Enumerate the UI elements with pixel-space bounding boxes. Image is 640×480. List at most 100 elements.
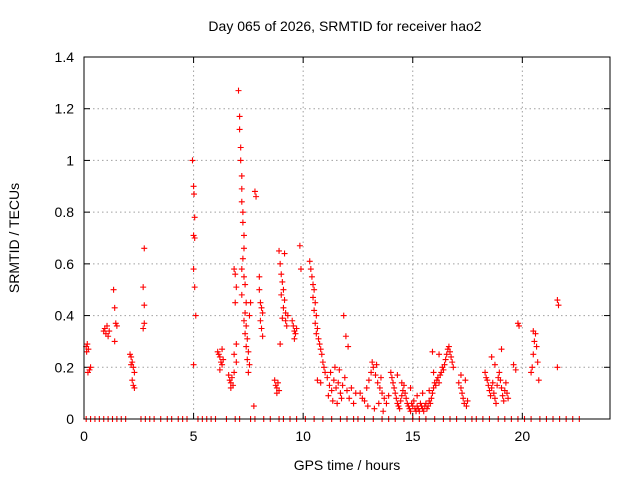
x-axis-label: GPS time / hours xyxy=(294,457,401,473)
data-point xyxy=(436,351,443,358)
data-point xyxy=(398,392,405,399)
data-point xyxy=(368,369,375,376)
data-point xyxy=(340,312,347,319)
data-point xyxy=(281,250,288,257)
data-point xyxy=(237,157,244,164)
data-point xyxy=(529,364,536,371)
data-point xyxy=(297,266,304,273)
data-point xyxy=(281,297,288,304)
data-point xyxy=(346,395,353,402)
data-point xyxy=(329,397,336,404)
data-point xyxy=(387,369,394,376)
data-point xyxy=(219,361,226,368)
data-point xyxy=(436,379,443,386)
data-point xyxy=(279,278,286,285)
data-point xyxy=(363,384,370,391)
data-point xyxy=(370,364,377,371)
data-point xyxy=(338,395,345,402)
data-point xyxy=(322,369,329,376)
data-point xyxy=(485,382,492,389)
data-point xyxy=(514,320,521,327)
data-point xyxy=(448,353,455,360)
data-point xyxy=(364,403,371,410)
data-point xyxy=(432,382,439,389)
data-point xyxy=(191,235,198,241)
data-point xyxy=(192,312,199,319)
data-point xyxy=(279,315,286,322)
data-point xyxy=(314,325,321,332)
data-point xyxy=(231,351,238,358)
data-point xyxy=(487,392,494,399)
data-point xyxy=(554,364,561,371)
data-point xyxy=(429,390,436,397)
data-point xyxy=(141,320,148,327)
data-point xyxy=(283,322,290,329)
data-point xyxy=(388,374,395,381)
data-point xyxy=(459,390,466,397)
data-point xyxy=(341,374,348,381)
data-point xyxy=(312,299,319,306)
grid-lines xyxy=(84,57,610,419)
data-point xyxy=(533,343,540,350)
data-point xyxy=(318,351,325,358)
y-tick-label: 0.6 xyxy=(55,256,75,272)
data-point xyxy=(238,291,245,298)
data-point xyxy=(129,377,136,384)
data-point xyxy=(238,172,245,179)
data-point xyxy=(292,330,299,337)
data-point xyxy=(491,361,498,368)
data-point xyxy=(240,317,247,324)
data-point xyxy=(130,382,137,389)
data-point xyxy=(190,183,197,190)
data-point xyxy=(141,245,148,252)
data-point xyxy=(336,366,343,373)
data-point xyxy=(317,346,324,353)
data-point xyxy=(402,390,409,397)
data-point xyxy=(313,312,320,319)
data-point xyxy=(245,348,252,355)
data-point xyxy=(377,374,384,381)
data-point xyxy=(280,304,287,311)
data-point xyxy=(110,286,117,293)
data-point xyxy=(494,382,501,389)
data-point xyxy=(242,330,249,337)
plot-area-frame xyxy=(83,56,611,420)
data-point xyxy=(227,384,234,391)
data-point xyxy=(396,405,403,412)
data-point xyxy=(256,273,263,280)
data-point xyxy=(528,369,535,376)
data-point xyxy=(344,387,350,394)
data-point xyxy=(376,384,383,391)
data-point xyxy=(246,312,253,319)
data-point xyxy=(449,359,456,366)
data-point xyxy=(278,271,285,278)
data-point xyxy=(534,359,541,366)
data-point xyxy=(239,209,246,216)
x-tick-label: 15 xyxy=(405,428,421,444)
data-point xyxy=(284,312,291,319)
data-point xyxy=(257,317,264,324)
data-point xyxy=(371,405,378,412)
data-point xyxy=(253,193,260,200)
y-axis-label: SRMTID / TECUs xyxy=(6,183,22,293)
data-point xyxy=(307,266,314,273)
data-point xyxy=(296,242,303,249)
data-point xyxy=(191,284,198,291)
data-point xyxy=(530,328,537,335)
y-tick-label: 0.2 xyxy=(55,359,75,375)
data-point xyxy=(333,384,340,391)
data-point xyxy=(242,281,249,288)
data-point xyxy=(140,325,147,332)
data-point xyxy=(406,405,413,412)
data-point xyxy=(233,284,240,291)
data-point xyxy=(505,395,512,402)
data-point xyxy=(395,403,402,410)
data-point xyxy=(235,87,242,94)
data-point xyxy=(216,366,223,373)
y-tick-label: 0.8 xyxy=(55,204,75,220)
data-point xyxy=(379,390,386,397)
data-point xyxy=(128,353,135,360)
data-point xyxy=(257,299,264,306)
data-point xyxy=(314,377,321,384)
